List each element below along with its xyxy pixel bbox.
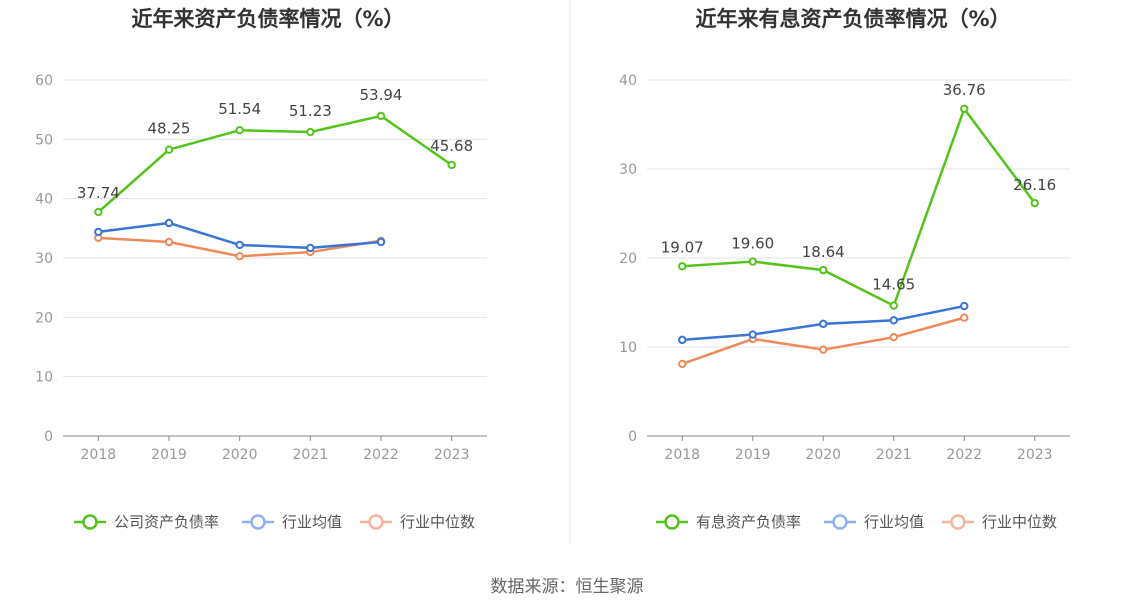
data-label: 48.25 xyxy=(148,120,191,138)
debt-ratio-chart: 近年来资产负债率情况（%） 0 10 20 30 40 50 60 2018 2019 2020 20… xyxy=(35,7,487,531)
data-point[interactable] xyxy=(960,313,969,322)
y-tick-label: 40 xyxy=(619,73,637,89)
x-tick-label: 2022 xyxy=(946,447,982,463)
chart-title: 近年来有息资产负债率情况（%） xyxy=(695,7,1010,31)
y-tick-label: 30 xyxy=(619,162,637,178)
legend-item[interactable]: 行业均值 xyxy=(824,513,924,531)
data-point[interactable] xyxy=(748,330,757,339)
data-point[interactable] xyxy=(94,207,103,217)
series-line xyxy=(682,107,1036,307)
data-point[interactable] xyxy=(306,127,315,137)
data-label: 45.68 xyxy=(430,137,473,155)
data-point[interactable] xyxy=(306,243,315,253)
legend-item[interactable]: 行业均值 xyxy=(242,513,342,531)
interest-bearing-debt-ratio-chart: 近年来有息资产负债率情况（%） 0 10 20 30 40 2018 2019 2020 2021… xyxy=(619,7,1070,531)
legend-marker-icon xyxy=(82,514,98,530)
industry-average-series xyxy=(94,218,386,253)
x-tick-label: 2023 xyxy=(434,447,470,463)
data-point[interactable] xyxy=(819,319,828,329)
x-tick-label: 2018 xyxy=(81,447,117,463)
y-tick-label: 0 xyxy=(628,429,637,445)
y-tick-label: 10 xyxy=(35,370,53,386)
legend-label: 行业均值 xyxy=(282,513,342,531)
data-point[interactable] xyxy=(889,316,898,325)
data-label: 26.16 xyxy=(1013,176,1056,194)
company-series xyxy=(678,104,1039,310)
y-tick-label: 20 xyxy=(619,251,637,267)
data-label: 53.94 xyxy=(360,86,403,104)
legend-label: 有息资产负债率 xyxy=(696,513,801,531)
data-point[interactable] xyxy=(960,301,969,311)
legend-label: 行业均值 xyxy=(864,513,924,531)
data-label: 36.76 xyxy=(943,81,986,99)
legend-marker-icon xyxy=(950,514,966,530)
y-tick-label: 20 xyxy=(35,310,53,326)
legend-label: 行业中位数 xyxy=(400,513,475,531)
data-point[interactable] xyxy=(960,104,969,114)
data-label: 19.07 xyxy=(661,238,704,256)
data-label: 18.64 xyxy=(802,243,845,261)
y-tick-label: 50 xyxy=(35,132,53,148)
data-label: 51.23 xyxy=(289,102,332,120)
data-point[interactable] xyxy=(678,359,687,369)
data-point[interactable] xyxy=(94,227,103,237)
data-point[interactable] xyxy=(819,265,828,275)
x-tick-label: 2021 xyxy=(876,447,912,463)
data-point[interactable] xyxy=(1030,198,1039,208)
industry-average-series xyxy=(678,301,969,345)
y-tick-label: 40 xyxy=(35,192,53,208)
data-source: 数据来源：恒生聚源 xyxy=(491,577,644,597)
legend: 公司资产负债率 行业均值 行业中位数 xyxy=(74,513,475,531)
series-line xyxy=(97,114,453,214)
legend-marker-icon xyxy=(664,514,680,530)
legend-item[interactable]: 公司资产负债率 xyxy=(74,513,219,531)
legend-marker-icon xyxy=(368,514,384,530)
data-point[interactable] xyxy=(447,160,456,170)
x-tick-label: 2021 xyxy=(293,447,329,463)
data-label: 51.54 xyxy=(218,100,261,118)
y-tick-label: 10 xyxy=(619,340,637,356)
data-point[interactable] xyxy=(164,218,174,228)
data-label: 14.65 xyxy=(872,276,915,294)
data-point[interactable] xyxy=(819,345,828,354)
industry-median-series xyxy=(678,313,969,369)
data-point[interactable] xyxy=(235,252,244,261)
chart-title: 近年来资产负债率情况（%） xyxy=(131,7,404,31)
legend-item[interactable]: 行业中位数 xyxy=(360,513,475,531)
x-tick-label: 2019 xyxy=(151,447,187,463)
company-series xyxy=(94,111,456,217)
data-point[interactable] xyxy=(889,301,898,310)
data-point[interactable] xyxy=(235,125,244,135)
legend-label: 行业中位数 xyxy=(982,513,1057,531)
data-point[interactable] xyxy=(678,335,687,345)
legend-marker-icon xyxy=(832,514,848,530)
legend-label: 公司资产负债率 xyxy=(114,513,219,531)
data-point[interactable] xyxy=(376,237,386,247)
legend-marker-icon xyxy=(250,514,266,530)
data-label: 37.74 xyxy=(77,184,120,202)
x-tick-label: 2019 xyxy=(735,447,771,463)
y-tick-label: 60 xyxy=(35,73,53,89)
x-tick-label: 2022 xyxy=(363,447,399,463)
data-point[interactable] xyxy=(678,262,687,271)
data-point[interactable] xyxy=(164,237,174,247)
legend-item[interactable]: 有息资产负债率 xyxy=(656,513,801,531)
y-tick-label: 30 xyxy=(35,251,53,267)
x-tick-label: 2020 xyxy=(805,447,841,463)
data-point[interactable] xyxy=(376,111,386,121)
data-point[interactable] xyxy=(889,333,898,342)
x-tick-label: 2023 xyxy=(1017,447,1053,463)
data-label: 19.60 xyxy=(731,235,774,253)
data-point[interactable] xyxy=(164,145,174,154)
data-point[interactable] xyxy=(235,240,244,250)
x-tick-label: 2018 xyxy=(664,447,700,463)
x-tick-label: 2020 xyxy=(222,447,258,463)
data-point[interactable] xyxy=(748,257,757,266)
legend: 有息资产负债率 行业均值 行业中位数 xyxy=(656,513,1057,531)
legend-item[interactable]: 行业中位数 xyxy=(942,513,1057,531)
y-tick-label: 0 xyxy=(44,429,53,445)
